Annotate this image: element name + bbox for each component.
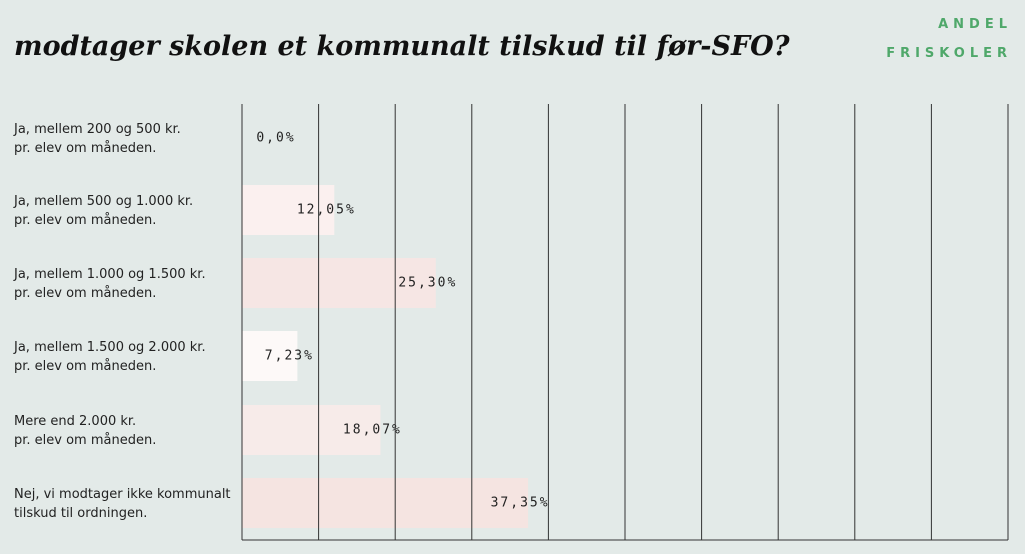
- chart-title: modtager skolen et kommunalt tilskud til…: [14, 31, 791, 62]
- value-label: 25,30%: [398, 276, 457, 291]
- bar: [242, 331, 298, 381]
- category-label: pr. elev om måneden.: [14, 433, 156, 448]
- category-label: Ja, mellem 1.500 og 2.000 kr.: [13, 340, 206, 355]
- value-label: 12,05%: [297, 203, 356, 218]
- category-label: Mere end 2.000 kr.: [14, 414, 136, 429]
- value-label: 37,35%: [491, 496, 550, 511]
- value-label: 18,07%: [343, 423, 402, 438]
- category-label: tilskud til ordningen.: [14, 506, 147, 521]
- category-label: pr. elev om måneden.: [14, 213, 156, 228]
- value-label: 7,23%: [265, 349, 314, 364]
- category-label: pr. elev om måneden.: [14, 141, 156, 156]
- category-label: pr. elev om måneden.: [14, 286, 156, 301]
- bar: [242, 258, 436, 308]
- category-label: Ja, mellem 200 og 500 kr.: [13, 122, 181, 137]
- category-label: pr. elev om måneden.: [14, 359, 156, 374]
- category-label: Ja, mellem 500 og 1.000 kr.: [13, 194, 193, 209]
- bar: [242, 405, 381, 455]
- brand: ANDEL: [938, 17, 1012, 32]
- value-label: 0,0%: [256, 131, 295, 146]
- category-label: Nej, vi modtager ikke kommunalt: [14, 487, 231, 502]
- category-label: Ja, mellem 1.000 og 1.500 kr.: [13, 267, 206, 282]
- bar: [242, 478, 529, 528]
- brand: FRISKOLER: [886, 46, 1012, 61]
